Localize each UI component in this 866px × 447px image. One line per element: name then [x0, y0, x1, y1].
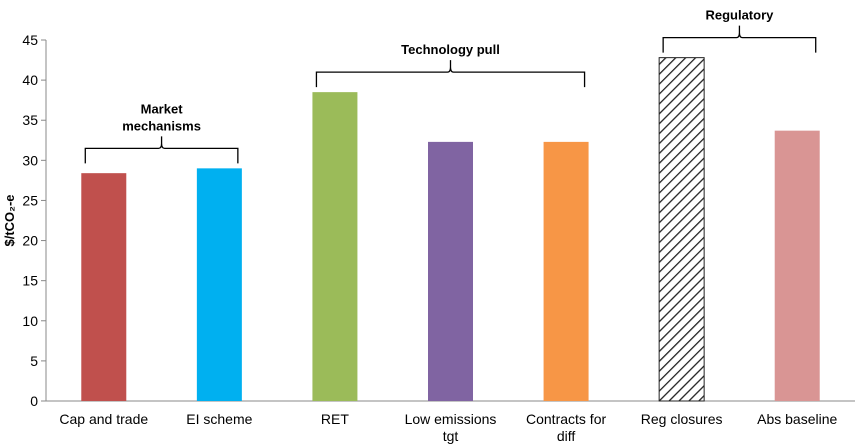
group-label: mechanisms: [122, 118, 201, 133]
y-tick-label: 40: [22, 72, 38, 88]
x-tick-label: Low emissions: [405, 411, 497, 427]
y-tick-label: 25: [22, 192, 38, 208]
bar: [658, 57, 705, 402]
bar: [196, 168, 242, 401]
group-label: Market: [141, 101, 184, 116]
group-bracket: [315, 60, 586, 88]
y-tick-label: 35: [22, 112, 38, 128]
group-bracket: [84, 136, 239, 164]
group-annotations: Market mechanisms Technology pull Regulator…: [84, 8, 817, 164]
x-tick-label: EI scheme: [186, 411, 252, 427]
y-tick-label: 30: [22, 152, 38, 168]
x-tick-label: tgt: [443, 428, 459, 444]
x-tick-label: diff: [557, 428, 576, 444]
y-tick-label: 10: [22, 313, 38, 329]
x-tick-label: Cap and trade: [59, 411, 148, 427]
y-tick-label: 0: [30, 393, 38, 409]
x-tick-label: RET: [321, 411, 349, 427]
bars: [81, 57, 820, 402]
bar: [774, 130, 820, 401]
x-tick-label: Contracts for: [526, 411, 606, 427]
y-axis-title: $/tCO₂-e: [2, 194, 17, 246]
y-tick-label: 45: [22, 32, 38, 48]
y-tick-label: 5: [30, 353, 38, 369]
bar: [81, 173, 127, 401]
y-tick-label: 15: [22, 273, 38, 289]
x-tick-label: Abs baseline: [757, 411, 837, 427]
axes: 0 5 10 15 20 25 30 35 40 45 $/tCO₂-e: [2, 32, 855, 409]
bar: [312, 92, 358, 402]
group-label: Technology pull: [401, 42, 500, 57]
x-tick-label: Reg closures: [641, 411, 723, 427]
bar: [543, 141, 589, 402]
category-labels: Cap and trade EI scheme RET Low emissionstg…: [59, 411, 837, 444]
group-label: Regulatory: [705, 8, 774, 23]
bar: [428, 141, 473, 402]
y-tick-label: 20: [22, 233, 38, 249]
group-bracket: [662, 25, 817, 53]
